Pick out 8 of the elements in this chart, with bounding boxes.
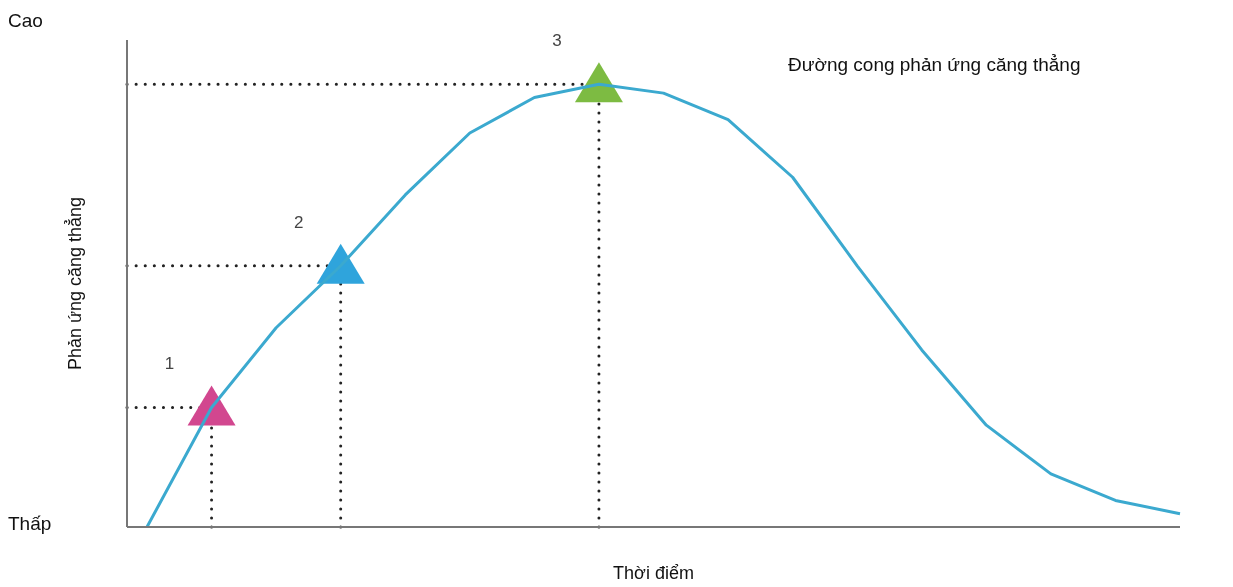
annotation: 1 bbox=[164, 354, 175, 374]
text: 3 bbox=[552, 31, 562, 51]
annotation: 2 bbox=[293, 212, 304, 232]
text: Thấp bbox=[8, 513, 52, 535]
y-axis-title: Phản ứng căng thẳng bbox=[64, 196, 86, 371]
text: Cao bbox=[8, 10, 43, 32]
x-axis-title: Thời điểm bbox=[613, 563, 694, 583]
chart-title: Đường cong phản ứng căng thẳng bbox=[788, 54, 1081, 76]
